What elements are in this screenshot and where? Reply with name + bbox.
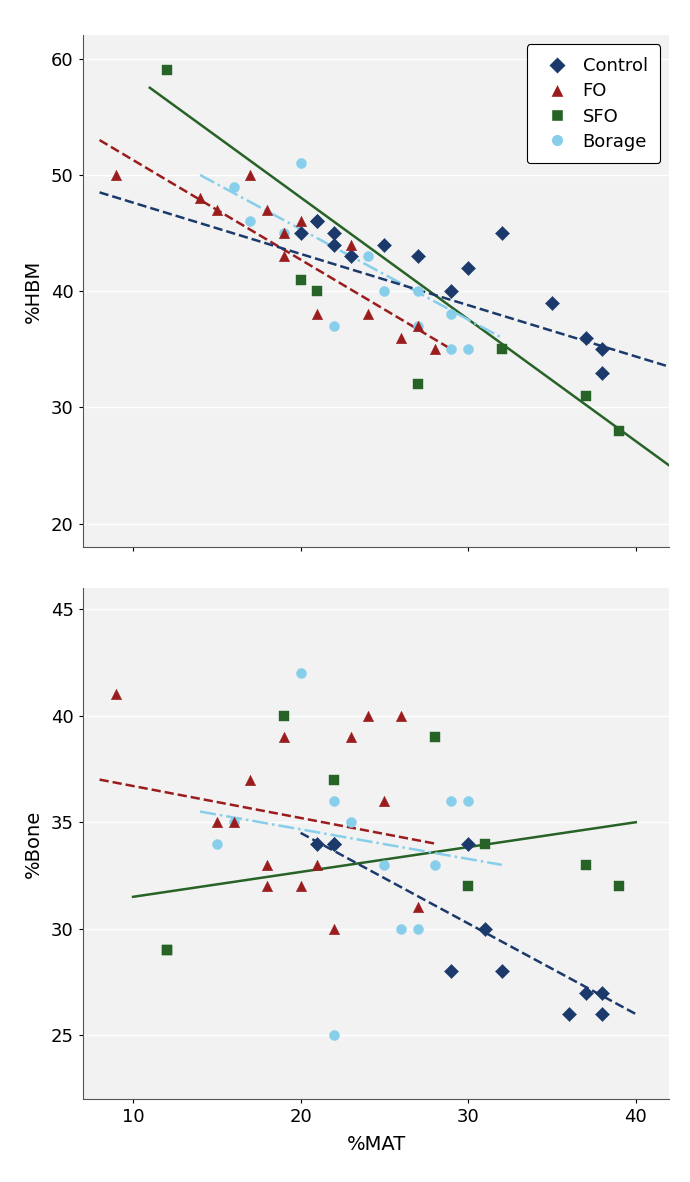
Point	[480, 834, 491, 853]
Point	[228, 177, 239, 196]
Point	[580, 329, 591, 348]
Point	[278, 247, 289, 266]
Point	[295, 877, 306, 896]
Point	[111, 165, 122, 184]
Point	[328, 792, 339, 811]
Point	[328, 920, 339, 939]
Point	[161, 941, 172, 960]
Point	[328, 223, 339, 242]
Point	[613, 877, 624, 896]
Point	[278, 728, 289, 747]
Point	[429, 728, 440, 747]
Point	[580, 856, 591, 875]
Point	[429, 856, 440, 875]
Point	[496, 962, 507, 981]
Point	[379, 856, 390, 875]
Point	[346, 235, 357, 254]
Point	[278, 223, 289, 242]
Point	[346, 728, 357, 747]
Point	[328, 235, 339, 254]
Point	[245, 771, 256, 790]
Point	[413, 281, 424, 300]
Point	[295, 154, 306, 173]
Point	[463, 259, 474, 278]
Point	[312, 281, 323, 300]
Point	[463, 834, 474, 853]
Point	[496, 223, 507, 242]
Point	[413, 375, 424, 394]
Point	[195, 189, 206, 208]
Point	[413, 317, 424, 336]
Point	[496, 340, 507, 359]
Point	[362, 247, 373, 266]
Point	[312, 212, 323, 230]
Point	[312, 212, 323, 230]
Point	[262, 877, 273, 896]
Point	[262, 856, 273, 875]
Point	[312, 834, 323, 853]
Point	[597, 1005, 608, 1024]
Point	[211, 834, 222, 853]
Point	[413, 920, 424, 939]
Point	[613, 421, 624, 440]
Point	[379, 281, 390, 300]
Point	[362, 305, 373, 324]
Point	[563, 1005, 574, 1024]
Point	[328, 771, 339, 790]
Point	[429, 340, 440, 359]
Point	[161, 61, 172, 80]
Point	[379, 792, 390, 811]
Point	[580, 387, 591, 405]
Point	[245, 212, 256, 230]
Point	[413, 247, 424, 266]
Point	[446, 305, 457, 324]
Point	[580, 983, 591, 1002]
Point	[395, 920, 406, 939]
Point	[211, 813, 222, 832]
Point	[228, 813, 239, 832]
Y-axis label: %Bone: %Bone	[23, 810, 43, 878]
Point	[546, 293, 558, 312]
Point	[312, 856, 323, 875]
Point	[446, 962, 457, 981]
Point	[597, 363, 608, 382]
Point	[328, 834, 339, 853]
Point	[597, 340, 608, 359]
Point	[278, 706, 289, 725]
Point	[295, 223, 306, 242]
Point	[295, 212, 306, 230]
Point	[379, 235, 390, 254]
Point	[211, 201, 222, 220]
Point	[480, 920, 491, 939]
Point	[463, 340, 474, 359]
Point	[328, 317, 339, 336]
Point	[245, 165, 256, 184]
Point	[262, 201, 273, 220]
Point	[413, 898, 424, 917]
Point	[597, 983, 608, 1002]
Point	[346, 813, 357, 832]
Point	[228, 813, 239, 832]
Point	[278, 223, 289, 242]
Point	[295, 663, 306, 682]
Point	[328, 834, 339, 853]
Point	[413, 317, 424, 336]
Point	[446, 792, 457, 811]
Point	[312, 305, 323, 324]
Point	[446, 340, 457, 359]
Y-axis label: %HBM: %HBM	[23, 260, 43, 323]
X-axis label: %MAT: %MAT	[346, 1135, 406, 1154]
Point	[395, 706, 406, 725]
Point	[395, 329, 406, 348]
Point	[328, 1026, 339, 1045]
Legend: Control, FO, SFO, Borage: Control, FO, SFO, Borage	[526, 45, 660, 163]
Point	[346, 247, 357, 266]
Point	[295, 271, 306, 290]
Point	[362, 706, 373, 725]
Point	[463, 792, 474, 811]
Point	[111, 684, 122, 703]
Point	[463, 877, 474, 896]
Point	[161, 941, 172, 960]
Point	[446, 281, 457, 300]
